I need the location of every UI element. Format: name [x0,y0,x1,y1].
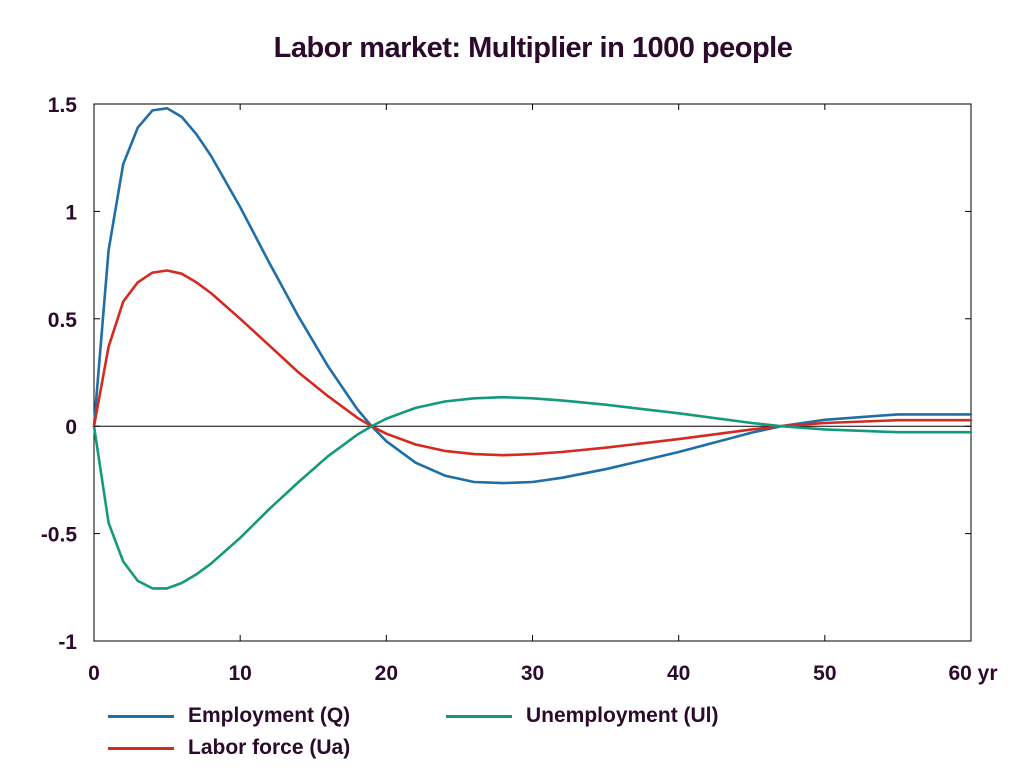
x-tick-label: 50 [813,662,836,685]
x-tick-label: 40 [667,662,690,685]
legend-label-labor-force: Labor force (Ua) [188,736,351,759]
y-tick-label: 1 [65,201,77,224]
y-tick-label: 0 [65,416,77,439]
y-tick-label: -1 [58,631,77,654]
y-tick-label: 0.5 [48,309,78,332]
series-line-unemployment-ul [92,395,973,590]
x-tick-label: 0 [88,662,100,685]
y-tick-label: -0.5 [41,524,78,547]
legend-label-unemployment: Unemployment (Ul) [526,704,719,727]
x-tick-label: 30 [521,662,544,685]
series-line-labor-force-ua [92,269,973,457]
chart-title: Labor market: Multiplier in 1000 people [273,32,793,64]
x-tick-label: 20 [375,662,398,685]
legend-swatch-unemployment [446,714,512,718]
legend-label-employment: Employment (Q) [188,704,351,727]
legend-swatch-labor-force [108,746,174,750]
legend: Employment (Q) Unemployment (Ul) Labor f… [108,702,868,766]
series-line-employment-q [92,107,973,485]
legend-swatch-employment [108,714,174,718]
plot-frame [93,103,972,642]
y-tick-label: 1.5 [48,94,78,117]
x-tick-label: 60 yr [948,662,997,685]
x-tick-label: 10 [228,662,251,685]
legend-item-employment: Employment (Q) [108,702,350,730]
legend-item-unemployment: Unemployment (Ul) [446,702,719,730]
legend-item-labor-force: Labor force (Ua) [108,734,350,762]
line-chart: 0 10 20 30 40 50 60 yr 1.5 1 0.5 0 -0.5 -1 [41,94,998,685]
